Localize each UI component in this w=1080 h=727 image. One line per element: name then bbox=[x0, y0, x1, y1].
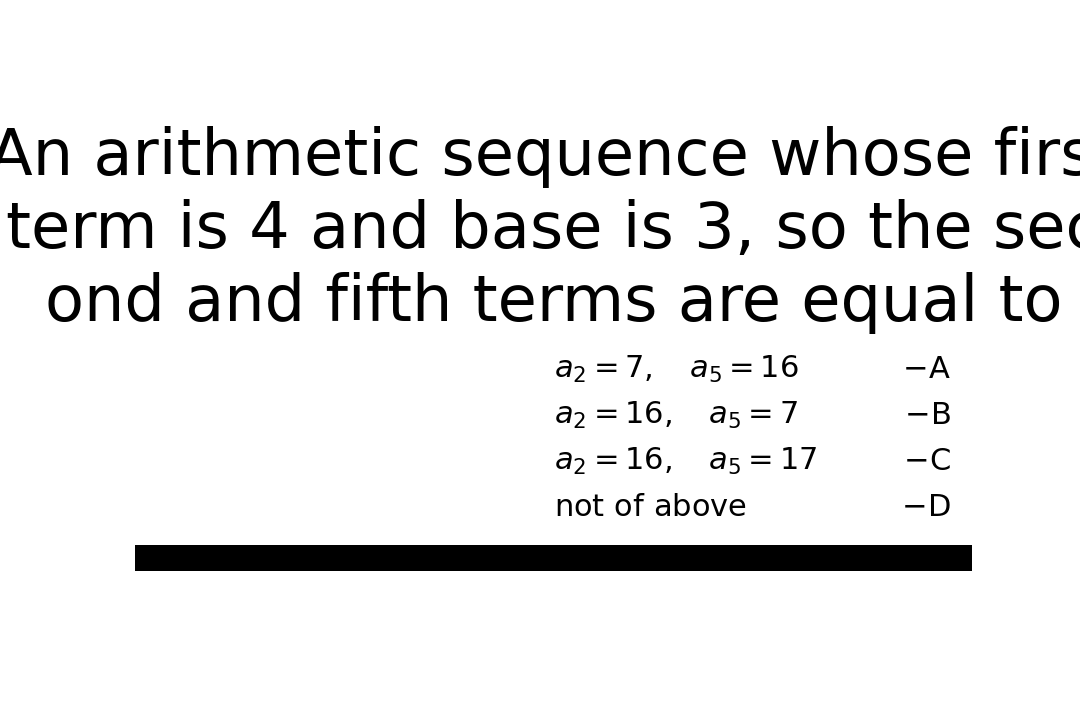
Text: ond and fifth terms are equal to: ond and fifth terms are equal to bbox=[44, 272, 1063, 334]
Text: $a_2 = 7, \quad a_5 = 16$: $a_2 = 7, \quad a_5 = 16$ bbox=[554, 354, 798, 385]
Text: $\mathrm{-C}$: $\mathrm{-C}$ bbox=[894, 447, 951, 476]
Text: term is 4 and base is 3, so the sec: term is 4 and base is 3, so the sec bbox=[6, 199, 1080, 261]
Text: $a_2 = 16, \quad a_5 = 7$: $a_2 = 16, \quad a_5 = 7$ bbox=[554, 401, 797, 431]
Text: $\mathrm{-A}$: $\mathrm{-A}$ bbox=[893, 356, 951, 385]
Text: $\mathrm{-B}$: $\mathrm{-B}$ bbox=[895, 401, 951, 430]
Text: $a_2 = 16, \quad a_5 = 17$: $a_2 = 16, \quad a_5 = 17$ bbox=[554, 446, 816, 478]
Text: $\mathrm{-D}$: $\mathrm{-D}$ bbox=[892, 493, 951, 522]
Bar bbox=[135, 545, 972, 571]
Text: An arithmetic sequence whose first: An arithmetic sequence whose first bbox=[0, 126, 1080, 188]
Text: $\mathrm{not\ of\ above}$: $\mathrm{not\ of\ above}$ bbox=[554, 493, 746, 522]
